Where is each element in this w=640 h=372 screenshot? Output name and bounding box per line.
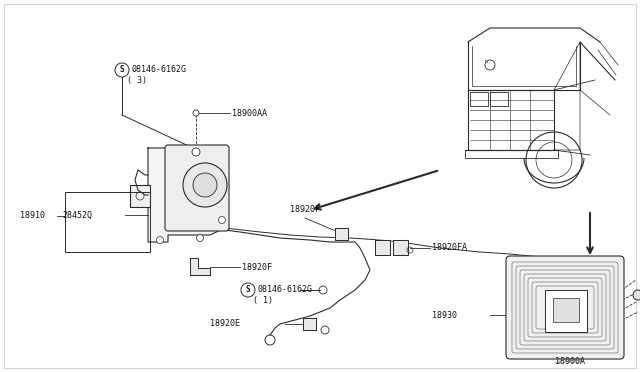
Circle shape xyxy=(218,217,225,224)
Circle shape xyxy=(183,163,227,207)
Circle shape xyxy=(241,283,255,297)
Circle shape xyxy=(193,173,217,197)
FancyBboxPatch shape xyxy=(165,145,229,231)
Bar xyxy=(65,192,150,252)
Polygon shape xyxy=(190,258,210,275)
Bar xyxy=(130,185,150,207)
Bar xyxy=(470,92,488,106)
Circle shape xyxy=(192,148,200,156)
Polygon shape xyxy=(335,228,348,240)
Circle shape xyxy=(633,290,640,300)
Text: 18920FA: 18920FA xyxy=(432,244,467,253)
Bar xyxy=(545,290,587,332)
Text: 08146-6162G: 08146-6162G xyxy=(258,285,313,295)
Bar xyxy=(553,298,579,322)
Text: ( 1): ( 1) xyxy=(253,295,273,305)
Circle shape xyxy=(196,234,204,241)
Polygon shape xyxy=(148,148,225,242)
Circle shape xyxy=(115,63,129,77)
Text: S: S xyxy=(120,65,124,74)
Text: 08146-6162G: 08146-6162G xyxy=(132,65,187,74)
Text: J258000: J258000 xyxy=(555,358,585,364)
Text: 18920F: 18920F xyxy=(242,263,272,272)
Text: 18920F: 18920F xyxy=(290,205,320,215)
Text: 18930: 18930 xyxy=(432,311,457,320)
Circle shape xyxy=(193,110,199,116)
Text: 18920E: 18920E xyxy=(210,320,240,328)
Polygon shape xyxy=(375,240,390,255)
Text: S: S xyxy=(246,285,250,295)
Text: ( 3): ( 3) xyxy=(127,76,147,84)
Text: 28452Q: 28452Q xyxy=(62,211,92,219)
Polygon shape xyxy=(303,318,316,330)
Text: 18900AA: 18900AA xyxy=(232,109,267,118)
Bar xyxy=(490,92,508,106)
Text: 18910: 18910 xyxy=(20,212,45,221)
Polygon shape xyxy=(393,240,408,255)
Text: 18900A: 18900A xyxy=(555,357,585,366)
Circle shape xyxy=(157,237,163,244)
FancyBboxPatch shape xyxy=(506,256,624,359)
